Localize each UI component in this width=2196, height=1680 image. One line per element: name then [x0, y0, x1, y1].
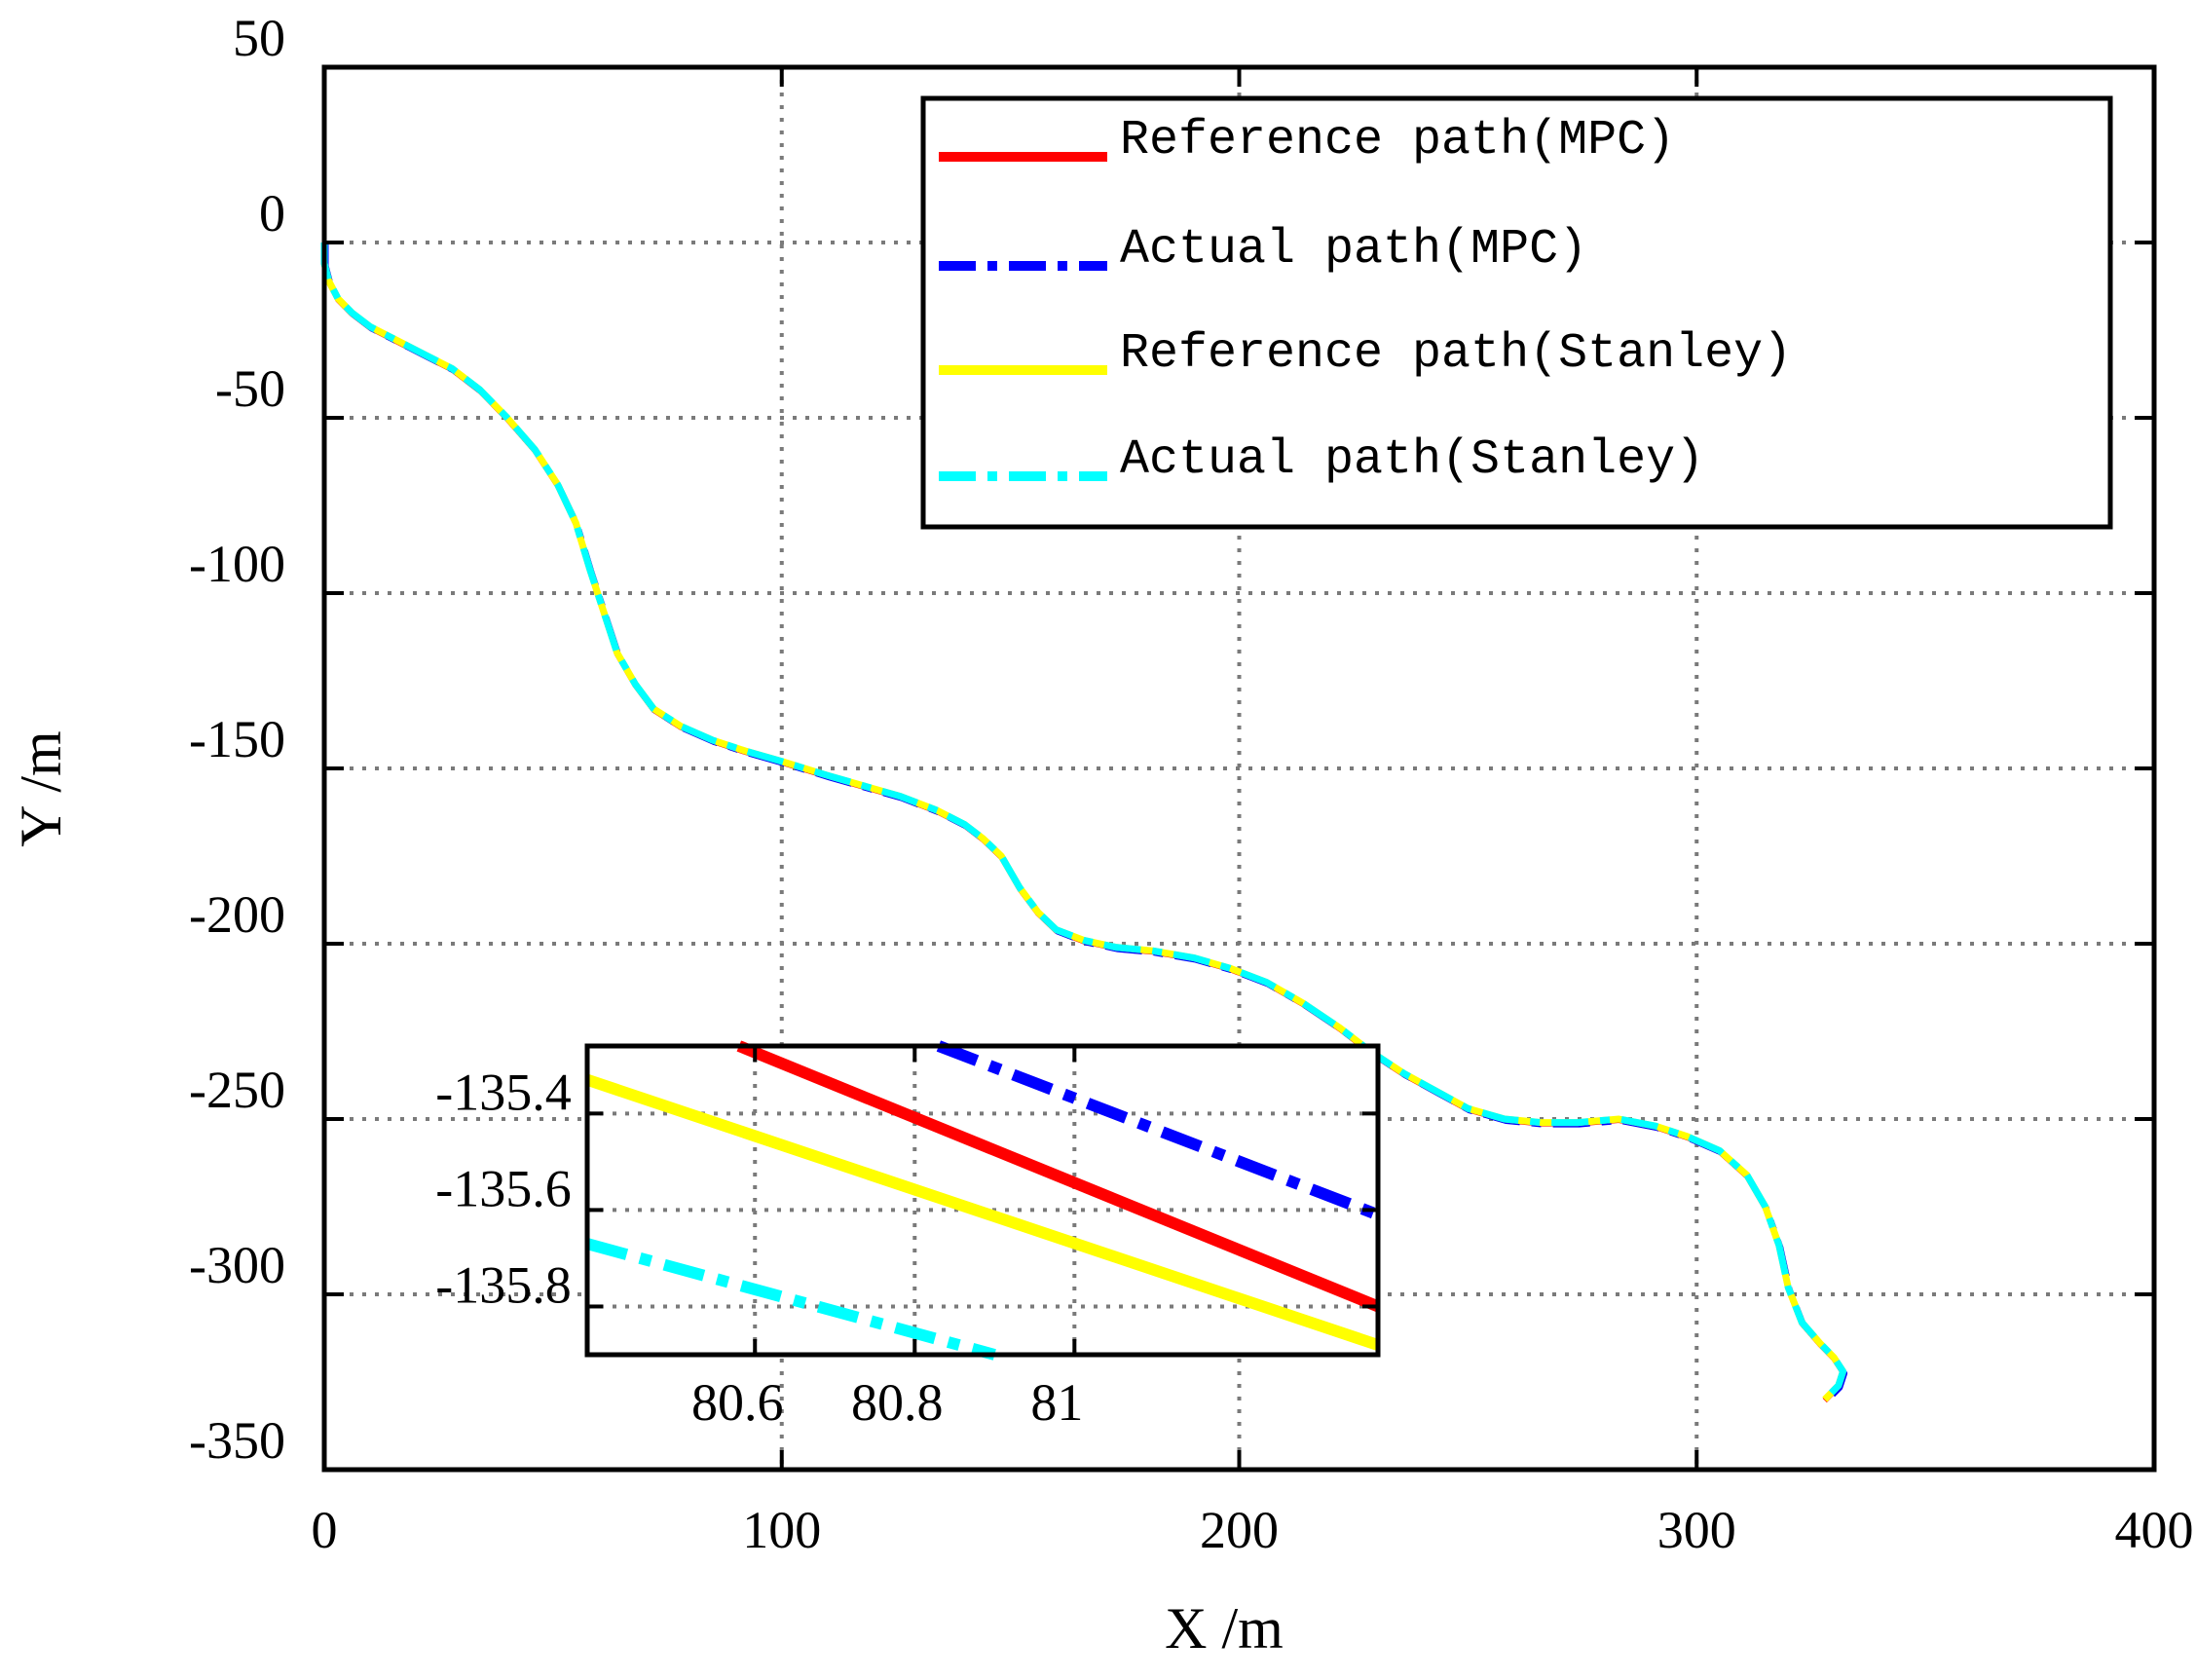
- x-tick-label: 100: [742, 1501, 821, 1559]
- y-tick-label: -50: [215, 359, 285, 418]
- x-tick-label: 200: [1200, 1501, 1279, 1559]
- tick-labels: 0 100 200 300 400500-50-100-150-200-250-300-…: [189, 9, 2193, 1559]
- series-line-4: [320, 243, 1847, 1402]
- x-axis-title: X /m: [1165, 1596, 1284, 1661]
- inset-x-tick-label: 80.6: [691, 1373, 784, 1432]
- y-tick-label: -200: [189, 885, 285, 944]
- inset-series-line-4: [585, 1238, 996, 1361]
- inset-series-line-1: [736, 1040, 1381, 1313]
- x-tick-label: 400: [2115, 1501, 2194, 1559]
- inset-series: [585, 1040, 1381, 1361]
- inset-frame: [584, 1043, 1381, 1358]
- inset-x-tick-label: 80.8: [851, 1373, 944, 1432]
- y-tick-label: -100: [189, 535, 285, 593]
- inset-y-tick-label: -135.4: [435, 1063, 571, 1121]
- tick-marks: [322, 65, 2156, 1472]
- legend: Reference path(MPC) Actual path(MPC) Refer…: [920, 95, 2113, 530]
- y-tick-label: -350: [189, 1411, 285, 1470]
- legend-label-3: Reference path(Stanley): [1120, 326, 1792, 382]
- inset-tick-marks: [587, 1046, 1378, 1355]
- y-tick-label: -150: [189, 710, 285, 768]
- y-axis-title: Y /m: [9, 730, 73, 846]
- x-tick-label: 300: [1657, 1501, 1736, 1559]
- legend-label-2: Actual path(MPC): [1120, 222, 1587, 278]
- legend-label-1: Reference path(MPC): [1120, 113, 1675, 168]
- inset-y-tick-label: -135.6: [435, 1159, 571, 1217]
- y-tick-label: -300: [189, 1236, 285, 1294]
- inset-y-tick-label: -135.8: [435, 1255, 571, 1314]
- x-tick-label: 0: [312, 1501, 338, 1559]
- y-tick-label: -250: [189, 1061, 285, 1119]
- inset-tick-labels: 80.6 80.8 81 -135.4 -135.6 -135.8: [435, 1063, 1083, 1432]
- y-tick-label: 0: [259, 184, 285, 243]
- legend-label-4: Actual path(Stanley): [1120, 432, 1704, 488]
- inset-x-tick-label: 81: [1030, 1373, 1083, 1432]
- legend-box: [920, 95, 2113, 530]
- path-series: [320, 243, 1848, 1404]
- zoom-inset: 80.6 80.8 81 -135.4 -135.6 -135.8: [435, 1040, 1381, 1432]
- inset-series-line-3: [585, 1073, 1380, 1351]
- y-tick-label: 50: [233, 9, 285, 67]
